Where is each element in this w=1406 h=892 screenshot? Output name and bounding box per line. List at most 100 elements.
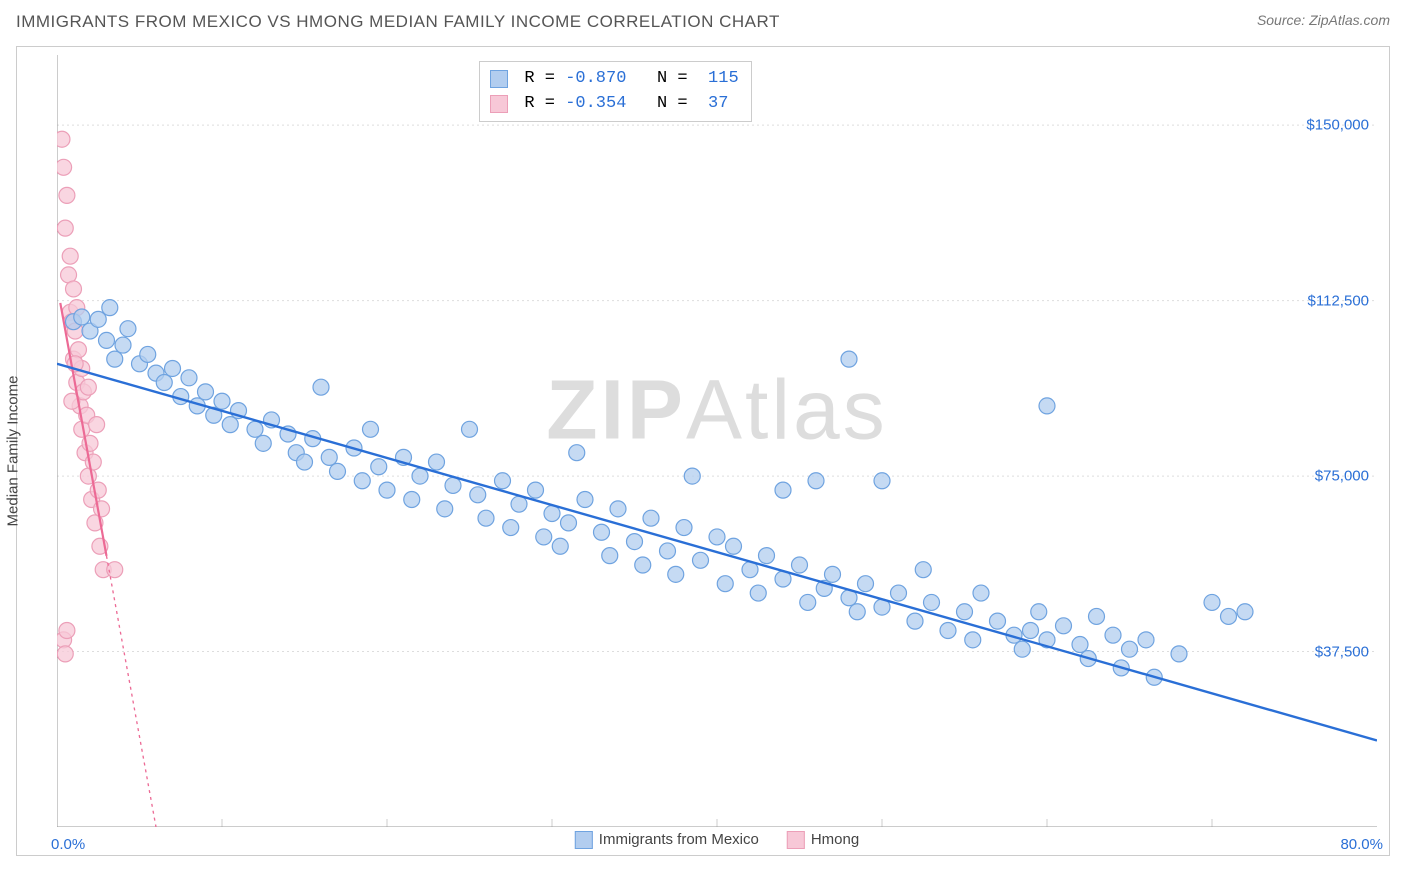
data-point	[62, 248, 78, 264]
data-point	[107, 351, 123, 367]
data-point	[66, 281, 82, 297]
data-point	[849, 604, 865, 620]
data-point	[1023, 622, 1039, 638]
data-point	[717, 576, 733, 592]
data-point	[181, 370, 197, 386]
data-point	[354, 473, 370, 489]
data-point	[102, 300, 118, 316]
data-point	[379, 482, 395, 498]
legend-swatch	[575, 831, 593, 849]
data-point	[57, 220, 73, 236]
data-point	[1089, 608, 1105, 624]
data-point	[330, 463, 346, 479]
data-point	[825, 566, 841, 582]
data-point	[800, 594, 816, 610]
data-point	[70, 342, 86, 358]
data-point	[404, 491, 420, 507]
data-point	[165, 360, 181, 376]
data-point	[684, 468, 700, 484]
data-point	[965, 632, 981, 648]
data-point	[660, 543, 676, 559]
data-point	[891, 585, 907, 601]
data-point	[57, 131, 70, 147]
stats-row: R = -0.870 N = 115	[490, 67, 738, 92]
data-point	[89, 417, 105, 433]
data-point	[643, 510, 659, 526]
data-point	[247, 421, 263, 437]
legend-item: Hmong	[787, 831, 859, 849]
data-point	[709, 529, 725, 545]
data-point	[577, 491, 593, 507]
data-point	[610, 501, 626, 517]
data-point	[80, 379, 96, 395]
data-point	[775, 482, 791, 498]
data-point	[74, 309, 90, 325]
data-point	[858, 576, 874, 592]
data-point	[321, 449, 337, 465]
data-point	[1039, 398, 1055, 414]
data-point	[255, 435, 271, 451]
chart-source: Source: ZipAtlas.com	[1257, 12, 1390, 28]
chart-container: Median Family Income ZIPAtlas $37,500$75…	[16, 46, 1390, 856]
data-point	[1056, 618, 1072, 634]
y-tick-label: $150,000	[1306, 117, 1369, 134]
data-point	[198, 384, 214, 400]
bottom-legend: Immigrants from MexicoHmong	[575, 831, 859, 849]
data-point	[1204, 594, 1220, 610]
chart-title: IMMIGRANTS FROM MEXICO VS HMONG MEDIAN F…	[16, 12, 780, 32]
data-point	[528, 482, 544, 498]
data-point	[115, 337, 131, 353]
y-tick-label: $37,500	[1315, 643, 1369, 660]
data-point	[726, 538, 742, 554]
data-point	[594, 524, 610, 540]
data-point	[57, 159, 72, 175]
data-point	[1237, 604, 1253, 620]
data-point	[990, 613, 1006, 629]
y-axis-label: Median Family Income	[5, 376, 22, 527]
data-point	[1221, 608, 1237, 624]
data-point	[57, 646, 73, 662]
data-point	[676, 520, 692, 536]
data-point	[841, 351, 857, 367]
legend-swatch	[490, 70, 508, 88]
data-point	[759, 548, 775, 564]
data-point	[569, 445, 585, 461]
data-point	[1122, 641, 1138, 657]
data-point	[120, 321, 136, 337]
data-point	[536, 529, 552, 545]
x-max-label: 80.0%	[1340, 836, 1383, 853]
data-point	[470, 487, 486, 503]
data-point	[874, 473, 890, 489]
data-point	[59, 622, 75, 638]
data-point	[544, 506, 560, 522]
data-point	[297, 454, 313, 470]
data-point	[156, 375, 172, 391]
data-point	[973, 585, 989, 601]
data-point	[503, 520, 519, 536]
data-point	[99, 332, 115, 348]
data-point	[1171, 646, 1187, 662]
data-point	[552, 538, 568, 554]
y-tick-label: $112,500	[1308, 292, 1369, 309]
data-point	[462, 421, 478, 437]
data-point	[313, 379, 329, 395]
data-point	[915, 562, 931, 578]
data-point	[371, 459, 387, 475]
data-point	[627, 534, 643, 550]
legend-swatch	[490, 95, 508, 113]
data-point	[924, 594, 940, 610]
data-point	[429, 454, 445, 470]
data-point	[1072, 637, 1088, 653]
data-point	[635, 557, 651, 573]
data-point	[907, 613, 923, 629]
data-point	[1138, 632, 1154, 648]
scatter-svg	[57, 55, 1377, 827]
legend-swatch	[787, 831, 805, 849]
data-point	[437, 501, 453, 517]
correlation-stats-box: R = -0.870 N = 115R = -0.354 N = 37	[479, 61, 751, 122]
data-point	[478, 510, 494, 526]
data-point	[412, 468, 428, 484]
data-point	[792, 557, 808, 573]
data-point	[561, 515, 577, 531]
data-point	[495, 473, 511, 489]
